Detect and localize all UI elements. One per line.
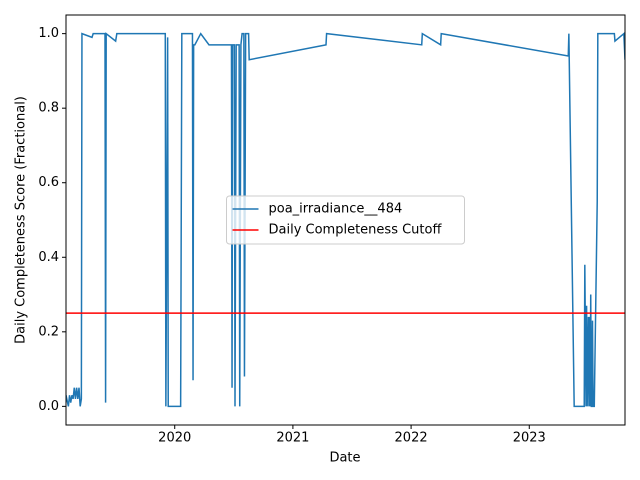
y-axis-label: Daily Completeness Score (Fractional) — [14, 96, 29, 344]
x-tick-label: 2020 — [158, 431, 191, 446]
x-tick-label: 2021 — [276, 431, 309, 446]
data-line — [66, 32, 625, 408]
legend-box — [226, 195, 465, 245]
y-tick-label: 0.4 — [38, 250, 59, 265]
y-tick-label: 1.0 — [38, 26, 59, 41]
y-tick-label: 0.8 — [38, 101, 59, 116]
legend-label: Daily Completeness Cutoff — [269, 223, 443, 238]
y-tick-label: 0.0 — [38, 399, 59, 414]
x-tick-label: 2023 — [513, 431, 546, 446]
plot-frame — [65, 14, 626, 426]
y-tick-label: 0.2 — [38, 324, 59, 339]
legend-label: poa_irradiance__484 — [269, 202, 403, 217]
x-tick-label: 2022 — [395, 431, 428, 446]
y-tick-label: 0.6 — [38, 175, 59, 190]
x-axis-label: Date — [329, 451, 360, 466]
